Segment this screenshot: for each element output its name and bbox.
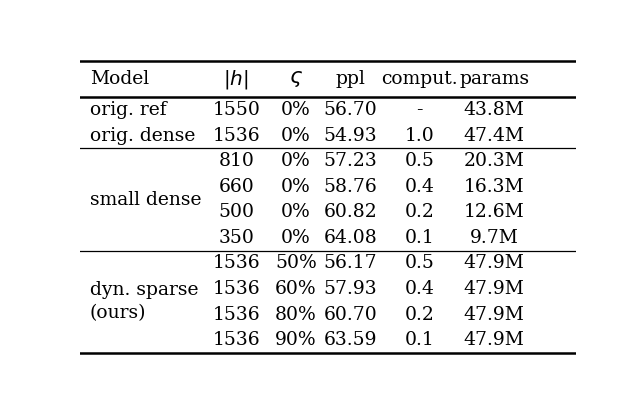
Text: 0.4: 0.4 xyxy=(405,178,435,196)
Text: 0.1: 0.1 xyxy=(405,229,435,247)
Text: 60%: 60% xyxy=(275,280,317,298)
Text: 0.2: 0.2 xyxy=(405,204,435,221)
Text: 1536: 1536 xyxy=(212,280,260,298)
Text: 57.93: 57.93 xyxy=(323,280,377,298)
Text: 0.2: 0.2 xyxy=(405,306,435,324)
Text: $|\mathbf{\mathit{h}}|$: $|\mathbf{\mathit{h}}|$ xyxy=(223,68,249,91)
Text: 56.70: 56.70 xyxy=(323,101,377,119)
Text: 60.82: 60.82 xyxy=(323,204,377,221)
Text: 0%: 0% xyxy=(281,204,310,221)
Text: -: - xyxy=(417,101,423,119)
Text: orig. dense: orig. dense xyxy=(90,127,195,145)
Text: 0.5: 0.5 xyxy=(405,254,435,272)
Text: 0.5: 0.5 xyxy=(405,152,435,170)
Text: comput.: comput. xyxy=(381,70,458,88)
Text: 1536: 1536 xyxy=(212,127,260,145)
Text: 47.4M: 47.4M xyxy=(463,127,525,145)
Text: 12.6M: 12.6M xyxy=(464,204,525,221)
Text: 54.93: 54.93 xyxy=(323,127,377,145)
Text: 1.0: 1.0 xyxy=(405,127,435,145)
Text: 1536: 1536 xyxy=(212,254,260,272)
Text: 500: 500 xyxy=(218,204,254,221)
Text: 0.1: 0.1 xyxy=(405,331,435,349)
Text: dyn. sparse
(ours): dyn. sparse (ours) xyxy=(90,281,198,322)
Text: 810: 810 xyxy=(218,152,254,170)
Text: 64.08: 64.08 xyxy=(323,229,377,247)
Text: 9.7M: 9.7M xyxy=(470,229,518,247)
Text: 1536: 1536 xyxy=(212,306,260,324)
Text: 58.76: 58.76 xyxy=(323,178,377,196)
Text: 20.3M: 20.3M xyxy=(464,152,525,170)
Text: 0%: 0% xyxy=(281,229,310,247)
Text: 0%: 0% xyxy=(281,101,310,119)
Text: 0.4: 0.4 xyxy=(405,280,435,298)
Text: 47.9M: 47.9M xyxy=(464,280,525,298)
Text: 0%: 0% xyxy=(281,152,310,170)
Text: params: params xyxy=(459,70,529,88)
Text: 47.9M: 47.9M xyxy=(464,254,525,272)
Text: 47.9M: 47.9M xyxy=(464,306,525,324)
Text: 660: 660 xyxy=(218,178,254,196)
Text: ppl: ppl xyxy=(335,70,365,88)
Text: 350: 350 xyxy=(218,229,254,247)
Text: 1536: 1536 xyxy=(212,331,260,349)
Text: 0%: 0% xyxy=(281,127,310,145)
Text: $\varsigma$: $\varsigma$ xyxy=(289,70,303,90)
Text: 60.70: 60.70 xyxy=(323,306,377,324)
Text: 80%: 80% xyxy=(275,306,317,324)
Text: 43.8M: 43.8M xyxy=(464,101,525,119)
Text: 63.59: 63.59 xyxy=(324,331,377,349)
Text: 57.23: 57.23 xyxy=(323,152,377,170)
Text: small dense: small dense xyxy=(90,190,202,208)
Text: 47.9M: 47.9M xyxy=(464,331,525,349)
Text: 90%: 90% xyxy=(275,331,317,349)
Text: 50%: 50% xyxy=(275,254,317,272)
Text: 56.17: 56.17 xyxy=(323,254,377,272)
Text: 0%: 0% xyxy=(281,178,310,196)
Text: orig. ref: orig. ref xyxy=(90,101,166,119)
Text: Model: Model xyxy=(90,70,149,88)
Text: 16.3M: 16.3M xyxy=(464,178,524,196)
Text: 1550: 1550 xyxy=(212,101,260,119)
